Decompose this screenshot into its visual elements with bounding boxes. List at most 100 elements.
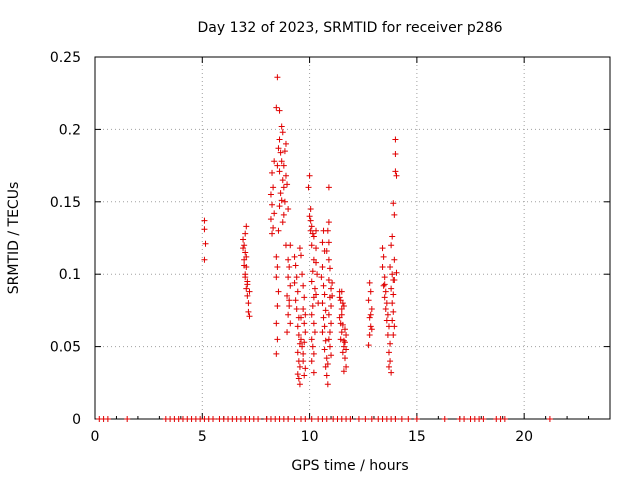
data-point <box>325 256 332 263</box>
data-point <box>329 279 336 286</box>
data-point <box>276 203 283 210</box>
data-point <box>385 349 392 356</box>
data-point <box>366 314 373 321</box>
data-point <box>379 263 386 270</box>
data-point <box>285 311 292 318</box>
data-point <box>322 337 329 344</box>
data-point <box>242 274 249 281</box>
data-point <box>275 227 282 234</box>
data-point <box>308 358 315 365</box>
data-point <box>325 239 332 246</box>
data-point <box>381 281 388 288</box>
data-point <box>387 358 394 365</box>
data-point <box>389 233 396 240</box>
data-point <box>301 294 308 301</box>
data-point <box>319 239 326 246</box>
data-point <box>320 227 327 234</box>
x-axis-label: GPS time / hours <box>291 458 408 474</box>
data-point <box>302 311 309 318</box>
data-point <box>292 297 299 304</box>
data-point <box>308 278 315 285</box>
data-point <box>296 245 303 252</box>
data-point <box>242 249 249 256</box>
data-point <box>306 172 313 179</box>
data-point <box>314 271 321 278</box>
data-point <box>273 253 280 260</box>
data-point <box>325 219 332 226</box>
data-point <box>321 323 328 330</box>
data-point <box>368 416 375 422</box>
data-point <box>300 282 307 289</box>
data-point <box>340 337 347 344</box>
data-point <box>271 210 278 217</box>
data-point <box>299 271 306 278</box>
data-point <box>202 240 209 247</box>
data-point <box>310 233 317 240</box>
data-point <box>310 350 317 357</box>
data-point <box>293 305 300 312</box>
data-point <box>291 279 298 286</box>
data-point <box>308 416 315 422</box>
data-point <box>389 300 396 307</box>
data-point <box>337 336 344 343</box>
data-point <box>279 129 286 136</box>
data-point <box>309 230 316 237</box>
data-point <box>282 172 289 179</box>
data-point <box>104 416 111 422</box>
data-point <box>341 355 348 362</box>
data-point <box>329 292 336 299</box>
data-point <box>380 282 387 289</box>
data-point <box>328 303 335 310</box>
data-point <box>240 236 247 243</box>
data-point <box>301 339 308 346</box>
data-point <box>546 416 553 422</box>
data-point <box>321 346 328 353</box>
data-point <box>391 276 398 283</box>
data-point <box>273 274 280 281</box>
data-point <box>244 292 251 299</box>
data-point <box>326 265 333 272</box>
data-point <box>367 288 374 295</box>
data-point <box>278 197 285 204</box>
data-point <box>267 191 274 198</box>
data-point <box>306 213 313 220</box>
data-points <box>96 74 553 422</box>
data-point <box>293 274 300 281</box>
data-point <box>308 336 315 343</box>
data-point <box>295 375 302 382</box>
data-point <box>298 314 304 321</box>
data-point <box>269 201 276 208</box>
data-point <box>309 268 316 275</box>
data-point <box>271 158 278 165</box>
data-point <box>308 223 315 230</box>
data-point <box>281 198 288 205</box>
data-point <box>285 206 292 213</box>
data-point <box>328 320 335 327</box>
data-point <box>392 136 399 143</box>
data-point <box>240 245 247 252</box>
x-tick-label: 0 <box>91 429 100 445</box>
data-point <box>385 323 392 330</box>
data-point <box>343 332 350 339</box>
data-point <box>305 184 312 191</box>
data-point <box>294 349 301 356</box>
data-point <box>277 190 284 197</box>
data-point <box>302 329 309 336</box>
data-point <box>301 372 308 379</box>
data-point <box>307 217 314 224</box>
data-point <box>413 416 420 422</box>
data-point <box>337 320 344 327</box>
data-point <box>338 288 345 295</box>
data-point <box>286 263 293 270</box>
data-point <box>381 274 388 281</box>
data-point <box>291 416 298 422</box>
data-point <box>286 297 293 304</box>
data-point <box>242 230 249 237</box>
data-point <box>269 230 276 237</box>
data-point <box>255 416 262 422</box>
data-point <box>308 242 315 249</box>
data-point <box>295 332 302 339</box>
data-point <box>324 360 331 367</box>
data-point <box>343 363 350 370</box>
data-point <box>310 369 317 376</box>
